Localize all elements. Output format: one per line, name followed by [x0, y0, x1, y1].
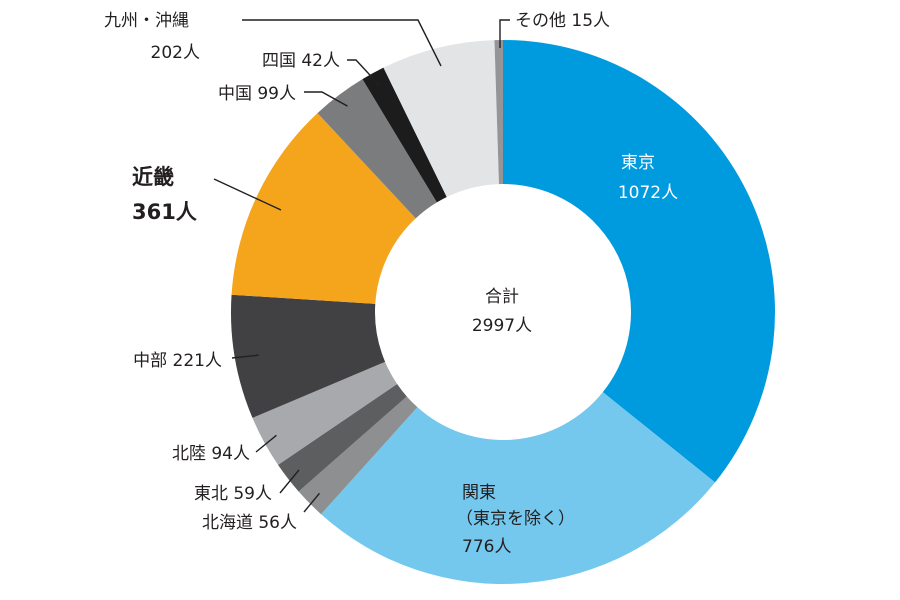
label-other: その他 15人	[515, 11, 610, 31]
label-kinki: 近畿	[132, 165, 174, 189]
leader-kinki	[213, 178, 282, 211]
label-shikoku: 四国 42人	[262, 51, 340, 71]
slice-chubu	[231, 294, 386, 418]
label-hokkaido: 北海道 56人	[202, 513, 297, 533]
label-tohoku: 東北 59人	[194, 484, 272, 504]
slice-hokkaido	[298, 396, 418, 515]
slice-hokuriku	[252, 361, 398, 465]
slice-shikoku	[362, 67, 447, 203]
value-kyushu-okinawa: 202人	[151, 43, 200, 63]
leader-lines	[213, 19, 510, 513]
leader-hokuriku	[255, 434, 277, 453]
slice-tokyo	[503, 40, 776, 483]
slice-kyushu-okinawa	[383, 40, 499, 198]
label-kanto: 関東	[462, 483, 496, 503]
center-total: 合計 2997人	[472, 287, 532, 336]
slice-kinki	[231, 113, 416, 304]
value-kinki: 361人	[132, 200, 197, 224]
leader-shikoku	[347, 59, 381, 86]
center-total-value: 2997人	[472, 316, 532, 336]
donut-slices	[231, 40, 776, 585]
value-tokyo: 1072人	[618, 183, 678, 203]
leader-hokkaido	[303, 492, 321, 513]
slice-kanto	[321, 392, 716, 585]
slice-other	[494, 40, 503, 185]
label-chugoku: 中国 99人	[218, 84, 296, 104]
label-kyushu-okinawa: 九州・沖縄	[104, 11, 189, 31]
value-kanto: 776人	[462, 537, 511, 557]
leader-other	[499, 19, 510, 48]
sublabel-kanto: （東京を除く）	[456, 509, 575, 529]
leader-chubu	[231, 354, 259, 359]
leader-kyushu-okinawa	[242, 19, 442, 67]
label-tokyo: 東京	[621, 153, 655, 173]
slice-chugoku	[317, 79, 437, 219]
label-hokuriku: 北陸 94人	[172, 444, 250, 464]
label-chubu: 中部 221人	[133, 351, 222, 371]
leader-chugoku	[304, 91, 348, 107]
slice-tohoku	[278, 383, 407, 492]
leader-tohoku	[279, 469, 300, 494]
center-total-label: 合計	[485, 287, 519, 307]
